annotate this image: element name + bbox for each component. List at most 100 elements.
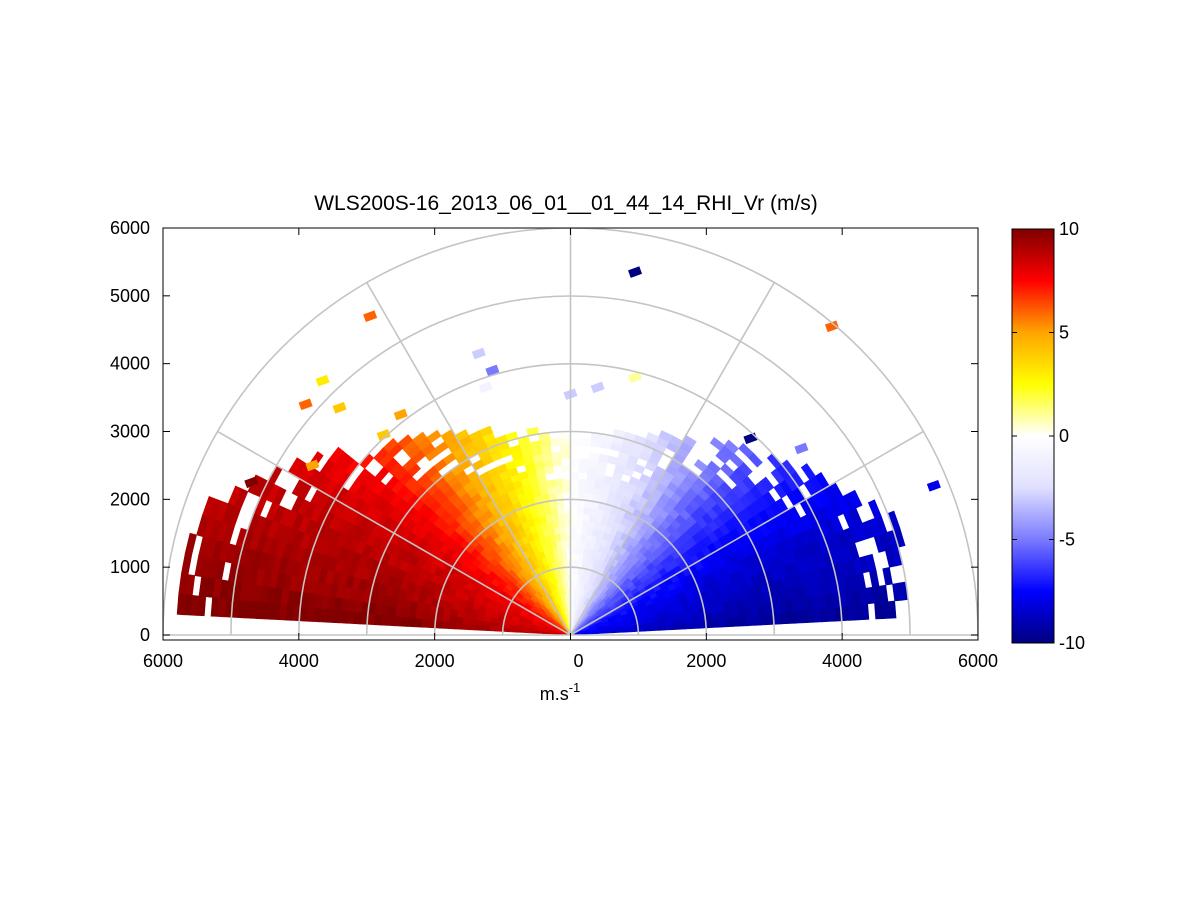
velocity-cell [420,619,430,628]
velocity-cell [752,614,761,626]
velocity-cell [559,437,571,446]
x-tick-label: 4000 [822,651,862,671]
velocity-cell [561,478,571,487]
velocity-point [628,371,643,384]
velocity-point [332,401,347,414]
velocity-cell [454,622,463,630]
velocity-cell [468,618,477,626]
x-tick-label: 2000 [686,651,726,671]
velocity-cell [718,618,727,628]
velocity-cell [570,512,578,521]
velocity-cell [602,475,614,485]
velocity-cell [574,553,580,562]
velocity-cell [570,458,581,466]
velocity-cell [558,519,566,528]
velocity-cell [353,611,362,625]
velocity-cell [550,451,562,460]
velocity-cell [570,471,580,480]
velocity-point [471,347,486,360]
velocity-cell [468,624,477,631]
velocity-cell [577,478,588,487]
velocity-cell [711,611,720,621]
velocity-cell [561,465,571,473]
velocity-cell [332,609,342,624]
velocity-cell [529,630,538,634]
velocity-cell [346,611,355,624]
colorbar-tick-label: 0 [1059,426,1069,446]
velocity-cell [556,505,565,514]
velocity-cell [732,616,741,627]
velocity-point [590,381,605,394]
velocity-cell [579,458,590,467]
velocity-cell [325,609,335,623]
velocity-cell [671,623,680,631]
velocity-cell [319,608,328,623]
velocity-cell [536,631,544,634]
velocity-point [926,479,941,492]
colorbar-tick-label: 5 [1059,323,1069,343]
velocity-cell [570,498,578,507]
velocity-cell [723,439,740,454]
velocity-cell [570,485,579,494]
velocity-cell [551,458,562,467]
velocity-point [376,429,391,441]
velocity-cell [545,479,556,488]
x-axis: 6000 4000 2000 0 2000 4000 6000 [143,228,998,671]
velocity-cell [210,597,220,617]
velocity-cell [515,628,524,633]
velocity-cell [581,519,589,529]
velocity-cell [585,486,595,495]
velocity-point [305,459,320,472]
velocity-cell [176,593,186,616]
velocity-cell [738,442,754,458]
x-axis-label-superscript: -1 [569,680,581,695]
colorbar-tick-label: -10 [1059,633,1085,653]
velocity-cell [563,505,571,514]
velocity-cell [509,628,517,633]
velocity-cell [793,610,802,624]
y-tick-label: 6000 [110,218,150,238]
y-tick-label: 3000 [110,422,150,442]
velocity-point [485,364,500,377]
x-tick-label: 4000 [279,651,319,671]
y-tick-label: 4000 [110,354,150,374]
velocity-point [393,408,408,421]
velocity-cell [380,614,389,626]
velocity-cell [574,546,581,555]
velocity-cell [848,489,863,509]
velocity-cell [400,616,409,627]
velocity-cell [865,553,877,572]
velocity-cell [684,621,693,630]
velocity-cell [806,609,816,623]
velocity-cell [557,512,565,521]
velocity-cell [759,614,768,626]
velocity-cell [448,615,457,624]
velocity-point [824,320,839,333]
velocity-cell [582,506,592,515]
velocity-cell [813,608,822,623]
velocity-cell [582,513,590,522]
velocity-cell [461,623,470,631]
velocity-cell [658,430,673,442]
velocity-cell [563,498,571,507]
velocity-field [176,266,941,636]
velocity-cell [570,437,582,446]
velocity-cell [522,629,531,634]
velocity-cell [373,614,382,626]
velocity-cell [481,625,490,632]
velocity-cell [455,616,464,625]
velocity-cell [597,453,609,463]
velocity-cell [800,463,816,481]
velocity-cell [799,609,809,624]
velocity-cell [580,438,592,447]
velocity-cell [448,621,457,630]
velocity-cell [709,436,725,451]
velocity-cell [564,519,571,527]
x-tick-label: 6000 [143,651,183,671]
velocity-cell [693,458,708,473]
velocity-cell [575,533,582,541]
colorbar-ticks: 10 5 0 -5 -10 [1012,219,1085,653]
velocity-cell [725,617,734,628]
velocity-cell [575,526,583,535]
velocity-cell [441,621,450,629]
